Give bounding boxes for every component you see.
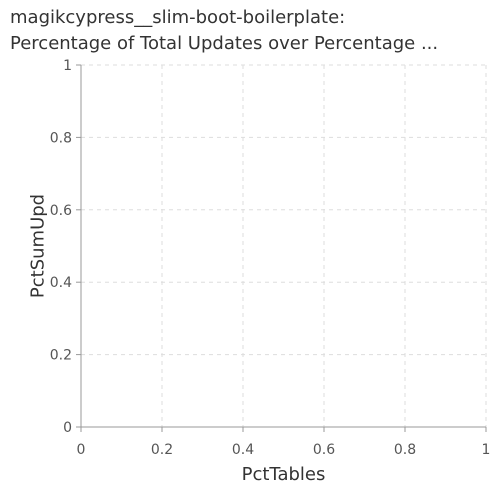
y-tick-label: 0.2 xyxy=(50,348,72,364)
y-axis-label: PctSumUpd xyxy=(27,194,48,298)
x-tick-label: 0.4 xyxy=(232,442,254,458)
y-tick-label: 0.6 xyxy=(50,203,72,219)
tick-labels: 0 0.2 0.4 0.6 0.8 1 0 0.2 0.4 0.6 0.8 1 xyxy=(50,58,491,458)
y-tick-label: 0 xyxy=(63,420,72,436)
x-axis-label: PctTables xyxy=(242,464,326,485)
x-tick-label: 0.8 xyxy=(394,442,416,458)
x-tick-label: 0.2 xyxy=(151,442,173,458)
y-tick-label: 1 xyxy=(63,58,72,74)
x-tick-label: 0 xyxy=(77,442,86,458)
x-tick-label: 0.6 xyxy=(313,442,335,458)
axes xyxy=(76,65,486,432)
y-tick-label: 0.8 xyxy=(50,130,72,146)
x-tick-label: 1 xyxy=(482,442,491,458)
y-tick-label: 0.4 xyxy=(50,275,72,291)
grid-lines xyxy=(81,65,486,427)
